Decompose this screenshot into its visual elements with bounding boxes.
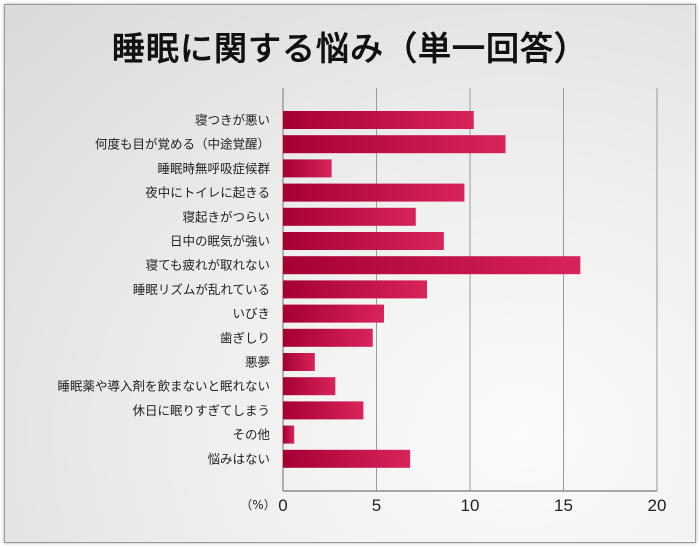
- category-label: 睡眠リズムが乱れている: [133, 282, 270, 297]
- category-label: 睡眠時無呼吸症候群: [157, 161, 270, 176]
- bar: [283, 425, 295, 444]
- x-tick-label: 10: [461, 496, 480, 515]
- bar: [283, 159, 332, 178]
- bar: [283, 111, 474, 129]
- x-tick-label: 0: [278, 496, 287, 515]
- category-label: 休日に眠りすぎてしまう: [132, 403, 270, 418]
- bar: [283, 377, 336, 396]
- category-label: 悩みはない: [207, 451, 270, 466]
- bar: [283, 256, 581, 275]
- bar: [283, 401, 364, 420]
- category-label: 日中の眠気が強い: [170, 234, 270, 249]
- x-tick-label: 20: [648, 496, 667, 515]
- category-label: 夜中にトイレに起きる: [145, 185, 270, 200]
- bar: [283, 135, 506, 154]
- category-label: 寝起きがつらい: [182, 209, 270, 224]
- bar: [283, 280, 427, 299]
- bar: [283, 304, 384, 323]
- x-axis-unit: （%）: [240, 498, 275, 512]
- bar: [283, 232, 444, 250]
- chart-title: 睡眠に関する悩み（単一回答）: [112, 29, 588, 68]
- category-label: いびき: [232, 306, 270, 321]
- bar: [283, 183, 465, 202]
- category-label: 何度も目が覚める（中途覚醒）: [95, 137, 270, 152]
- category-label: 悪夢: [245, 355, 270, 370]
- x-tick-label: 5: [372, 496, 381, 515]
- category-label: その他: [232, 427, 270, 442]
- category-label: 睡眠薬や導入剤を飲まないと眠れない: [57, 379, 270, 394]
- category-label: 歯ぎしり: [220, 330, 270, 345]
- category-label: 寝つきが悪い: [195, 113, 270, 128]
- bar: [283, 449, 411, 468]
- category-label: 寝ても疲れが取れない: [146, 258, 270, 273]
- bar: [283, 353, 315, 371]
- bar: [283, 207, 416, 226]
- x-tick-label: 15: [554, 496, 573, 515]
- bar: [283, 328, 373, 347]
